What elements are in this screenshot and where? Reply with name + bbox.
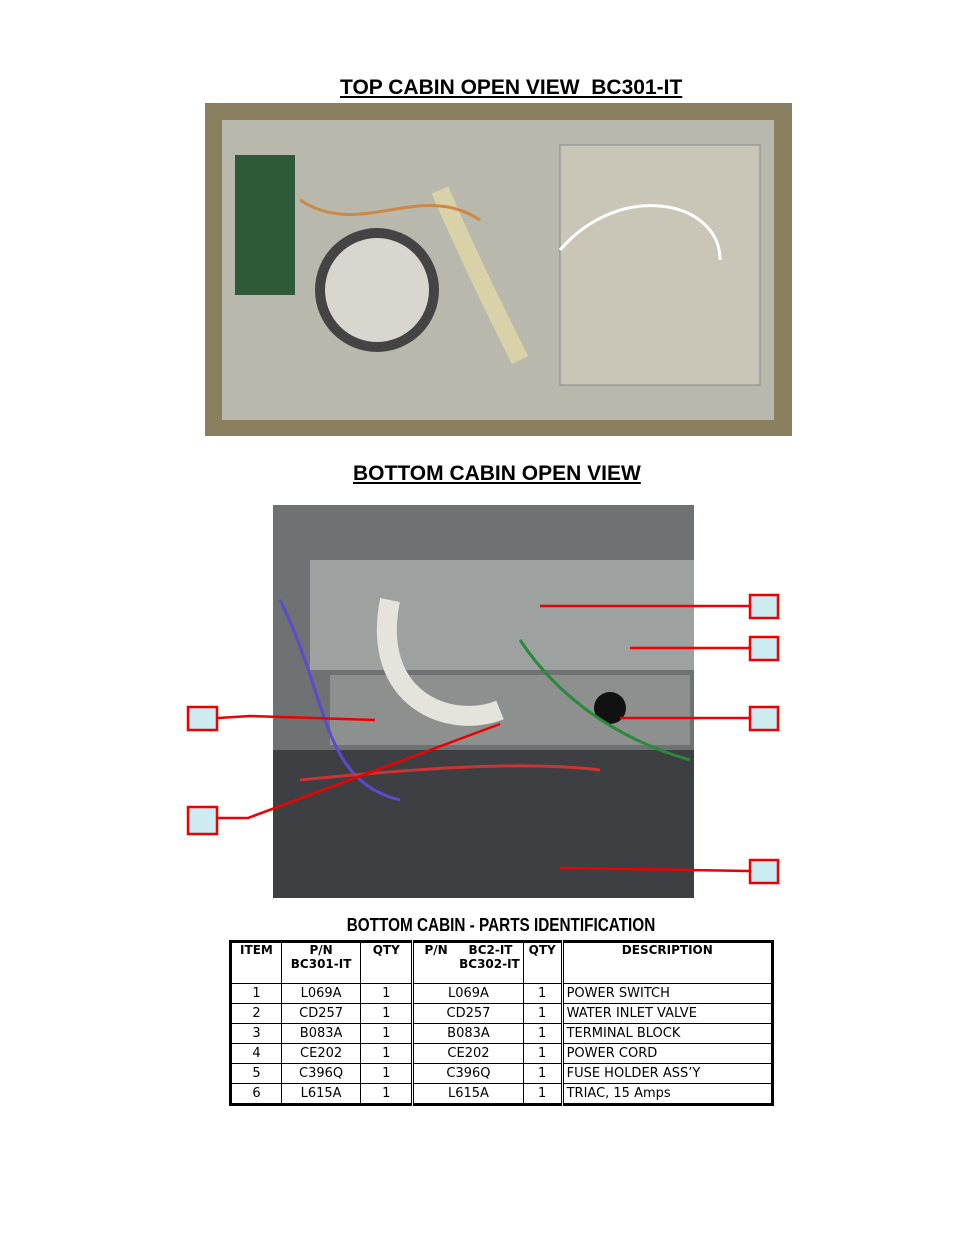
callouts [186,593,780,885]
row: 1 L069A 1 L069A 1 POWER SWITCH [230,983,774,1004]
cell: 1 [360,1023,414,1044]
cell: C396Q [411,1063,524,1084]
cell: 1 [522,1083,563,1105]
cell: 1 [360,1003,414,1024]
cell: L615A [280,1083,362,1105]
top-title: TOP CABIN OPEN VIEW BC301-IT [340,76,683,99]
header-line: P/N BC2-IT [424,943,513,957]
cell: L069A [411,983,524,1004]
cell: B083A [411,1023,524,1044]
cell: 1 [522,1043,563,1064]
cell: 1 [360,1063,414,1084]
cell: 4 [230,1043,282,1064]
cell: POWER CORD [560,1043,774,1064]
cell: C396Q [280,1063,362,1084]
cell: POWER SWITCH [560,983,774,1004]
header-line: QTY [528,943,556,957]
cell: 1 [360,983,414,1004]
header-line: P/N [309,943,333,957]
header-cell: P/N BC2-IT BC302-IT [411,941,524,984]
cell: 1 [522,1023,563,1044]
header-line: DESCRIPTION [621,943,713,957]
bottom-title: BOTTOM CABIN OPEN VIEW [353,462,641,485]
cell: TERMINAL BLOCK [560,1023,774,1044]
cell: TRIAC, 15 Amps [560,1083,774,1105]
header-line: QTY [372,943,400,957]
cell: WATER INLET VALVE [560,1003,774,1024]
cell: 1 [360,1043,414,1064]
cell: CD257 [411,1003,524,1024]
row: 5 C396Q 1 C396Q 1 FUSE HOLDER ASS’Y [230,1063,774,1084]
row: 2 CD257 1 CD257 1 WATER INLET VALVE [230,1003,774,1024]
row: 4 CE202 1 CE202 1 POWER CORD [230,1043,774,1064]
cell: 1 [230,983,282,1004]
header-line: ITEM [240,943,273,957]
cell: CE202 [280,1043,362,1064]
table-title: BOTTOM CABIN - PARTS IDENTIFICATION [346,915,656,935]
cell: 6 [230,1083,282,1105]
cell: 1 [360,1083,414,1105]
header-line: BC301-IT [290,957,352,971]
parts-table: ITEM P/N BC301-IT QTY P/N BC2-IT BC302-IT QTY D… [229,940,774,1106]
cell: CD257 [280,1003,362,1024]
cell: 1 [522,983,563,1004]
cell: 3 [230,1023,282,1044]
cell: 1 [522,1063,563,1084]
header-cell: QTY [522,941,563,984]
cell: B083A [280,1023,362,1044]
cell: 5 [230,1063,282,1084]
header-row: ITEM P/N BC301-IT QTY P/N BC2-IT BC302-IT QTY D… [230,941,774,984]
cell: L069A [280,983,362,1004]
cell: L615A [411,1083,524,1105]
header-line: BC302-IT [459,957,520,971]
row: 3 B083A 1 B083A 1 TERMINAL BLOCK [230,1023,774,1044]
cell: CE202 [411,1043,524,1064]
row: 6 L615A 1 L615A 1 TRIAC, 15 Amps [230,1083,774,1105]
bottom-photo [273,505,694,898]
header-cell: DESCRIPTION [560,941,774,984]
cell: FUSE HOLDER ASS’Y [560,1063,774,1084]
header-cell: ITEM [230,941,282,984]
photos [186,103,792,898]
cell: 1 [522,1003,563,1024]
header-cell: QTY [360,941,414,984]
header-cell: P/N BC301-IT [280,941,362,984]
cell: 2 [230,1003,282,1024]
top-photo [205,103,792,436]
